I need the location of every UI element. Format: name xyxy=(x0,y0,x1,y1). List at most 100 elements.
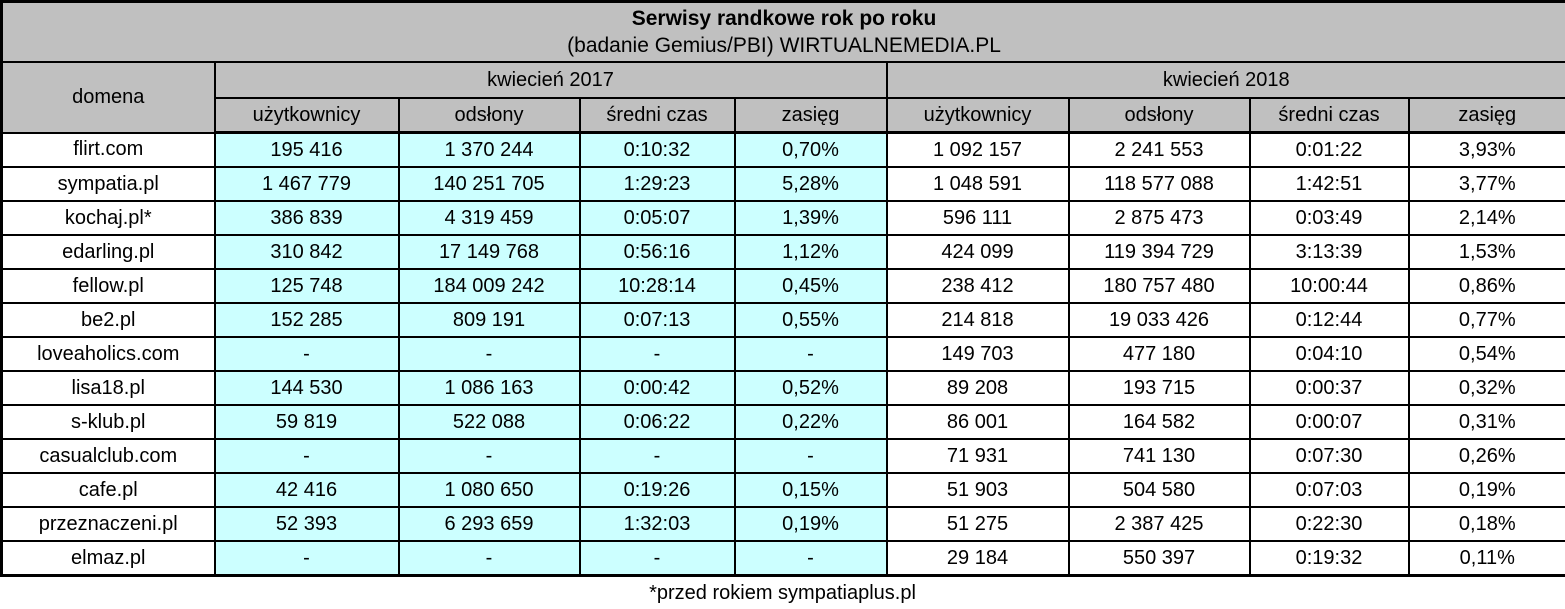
domain-cell: przeznaczeni.pl xyxy=(2,507,215,541)
value-cell-2018-odslony: 2 387 425 xyxy=(1069,507,1250,541)
value-cell-2017-uzytkownicy: 195 416 xyxy=(215,133,399,168)
value-cell-2018-sredni-czas: 0:22:30 xyxy=(1250,507,1409,541)
value-cell-2018-odslony: 504 580 xyxy=(1069,473,1250,507)
value-cell-2017-zasieg: 0,19% xyxy=(735,507,887,541)
domain-cell: cafe.pl xyxy=(2,473,215,507)
value-cell-2017-sredni-czas: - xyxy=(580,337,735,371)
domain-cell: be2.pl xyxy=(2,303,215,337)
value-cell-2018-sredni-czas: 1:42:51 xyxy=(1250,167,1409,201)
value-cell-2017-uzytkownicy: 42 416 xyxy=(215,473,399,507)
value-cell-2017-sredni-czas: 0:10:32 xyxy=(580,133,735,168)
value-cell-2017-uzytkownicy: 59 819 xyxy=(215,405,399,439)
value-cell-2017-odslony: 1 080 650 xyxy=(399,473,580,507)
value-cell-2018-zasieg: 0,11% xyxy=(1409,541,1565,576)
table-title-block: Serwisy randkowe rok po roku (badanie Ge… xyxy=(2,2,1565,63)
value-cell-2017-zasieg: 0,45% xyxy=(735,269,887,303)
column-header-sredni-czas-2017: średni czas xyxy=(580,98,735,133)
value-cell-2017-sredni-czas: 10:28:14 xyxy=(580,269,735,303)
value-cell-2018-zasieg: 0,19% xyxy=(1409,473,1565,507)
value-cell-2018-sredni-czas: 0:03:49 xyxy=(1250,201,1409,235)
value-cell-2018-sredni-czas: 0:19:32 xyxy=(1250,541,1409,576)
value-cell-2017-uzytkownicy: 144 530 xyxy=(215,371,399,405)
value-cell-2018-odslony: 550 397 xyxy=(1069,541,1250,576)
column-header-uzytkownicy-2017: użytkownicy xyxy=(215,98,399,133)
title-row: Serwisy randkowe rok po roku (badanie Ge… xyxy=(2,2,1565,63)
value-cell-2017-sredni-czas: 1:29:23 xyxy=(580,167,735,201)
value-cell-2017-odslony: - xyxy=(399,337,580,371)
group-header-row: domena kwiecień 2017 kwiecień 2018 xyxy=(2,62,1565,98)
value-cell-2018-odslony: 741 130 xyxy=(1069,439,1250,473)
value-cell-2018-odslony: 164 582 xyxy=(1069,405,1250,439)
value-cell-2018-odslony: 118 577 088 xyxy=(1069,167,1250,201)
value-cell-2018-uzytkownicy: 596 111 xyxy=(887,201,1069,235)
value-cell-2018-odslony: 19 033 426 xyxy=(1069,303,1250,337)
value-cell-2018-sredni-czas: 0:00:07 xyxy=(1250,405,1409,439)
value-cell-2017-uzytkownicy: - xyxy=(215,337,399,371)
dating-services-table: Serwisy randkowe rok po roku (badanie Ge… xyxy=(0,0,1565,577)
column-header-odslony-2017: odsłony xyxy=(399,98,580,133)
value-cell-2018-uzytkownicy: 51 275 xyxy=(887,507,1069,541)
column-header-zasieg-2018: zasięg xyxy=(1409,98,1565,133)
value-cell-2017-sredni-czas: 1:32:03 xyxy=(580,507,735,541)
value-cell-2017-sredni-czas: - xyxy=(580,541,735,576)
value-cell-2018-uzytkownicy: 424 099 xyxy=(887,235,1069,269)
value-cell-2018-uzytkownicy: 1 048 591 xyxy=(887,167,1069,201)
column-header-uzytkownicy-2018: użytkownicy xyxy=(887,98,1069,133)
value-cell-2017-zasieg: 0,55% xyxy=(735,303,887,337)
value-cell-2017-zasieg: 5,28% xyxy=(735,167,887,201)
value-cell-2018-zasieg: 1,53% xyxy=(1409,235,1565,269)
value-cell-2018-sredni-czas: 0:00:37 xyxy=(1250,371,1409,405)
domain-cell: elmaz.pl xyxy=(2,541,215,576)
domain-cell: loveaholics.com xyxy=(2,337,215,371)
value-cell-2018-zasieg: 0,18% xyxy=(1409,507,1565,541)
value-cell-2018-uzytkownicy: 86 001 xyxy=(887,405,1069,439)
domain-cell: s-klub.pl xyxy=(2,405,215,439)
value-cell-2018-sredni-czas: 3:13:39 xyxy=(1250,235,1409,269)
value-cell-2017-zasieg: 0,70% xyxy=(735,133,887,168)
value-cell-2018-odslony: 119 394 729 xyxy=(1069,235,1250,269)
table-subtitle: (badanie Gemius/PBI) WIRTUALNEMEDIA.PL xyxy=(5,32,1563,59)
value-cell-2018-zasieg: 0,86% xyxy=(1409,269,1565,303)
table-title: Serwisy randkowe rok po roku xyxy=(5,5,1563,32)
value-cell-2018-zasieg: 0,54% xyxy=(1409,337,1565,371)
value-cell-2017-zasieg: 1,39% xyxy=(735,201,887,235)
domain-cell: lisa18.pl xyxy=(2,371,215,405)
value-cell-2018-uzytkownicy: 1 092 157 xyxy=(887,133,1069,168)
value-cell-2017-odslony: 184 009 242 xyxy=(399,269,580,303)
value-cell-2017-odslony: - xyxy=(399,439,580,473)
value-cell-2018-sredni-czas: 0:07:03 xyxy=(1250,473,1409,507)
column-header-domena: domena xyxy=(2,62,215,133)
value-cell-2018-uzytkownicy: 71 931 xyxy=(887,439,1069,473)
value-cell-2017-sredni-czas: 0:00:42 xyxy=(580,371,735,405)
domain-cell: fellow.pl xyxy=(2,269,215,303)
domain-cell: casualclub.com xyxy=(2,439,215,473)
value-cell-2018-zasieg: 0,31% xyxy=(1409,405,1565,439)
value-cell-2017-zasieg: 1,12% xyxy=(735,235,887,269)
value-cell-2017-zasieg: - xyxy=(735,541,887,576)
value-cell-2018-zasieg: 0,77% xyxy=(1409,303,1565,337)
column-header-sredni-czas-2018: średni czas xyxy=(1250,98,1409,133)
value-cell-2017-odslony: 17 149 768 xyxy=(399,235,580,269)
domain-cell: sympatia.pl xyxy=(2,167,215,201)
value-cell-2017-odslony: 1 086 163 xyxy=(399,371,580,405)
value-cell-2018-uzytkownicy: 238 412 xyxy=(887,269,1069,303)
value-cell-2017-odslony: 809 191 xyxy=(399,303,580,337)
group-header-kwiecien-2017: kwiecień 2017 xyxy=(215,62,887,98)
value-cell-2017-uzytkownicy: - xyxy=(215,439,399,473)
subheader-row: użytkownicy odsłony średni czas zasięg u… xyxy=(2,98,1565,133)
value-cell-2017-sredni-czas: 0:06:22 xyxy=(580,405,735,439)
value-cell-2017-uzytkownicy: 1 467 779 xyxy=(215,167,399,201)
